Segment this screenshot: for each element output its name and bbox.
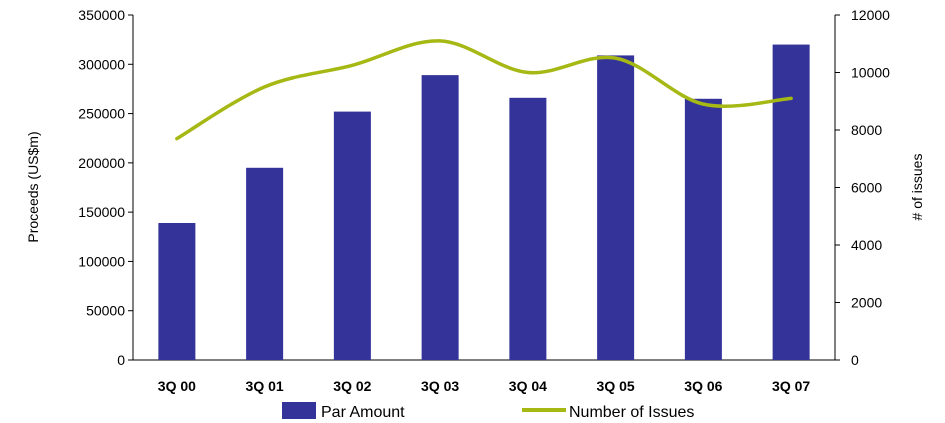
legend: Par Amount Number of Issues (282, 402, 694, 421)
bar-par-amount (246, 167, 284, 360)
y-tick-label-right: 10000 (851, 65, 890, 81)
x-category-label: 3Q 04 (509, 378, 547, 394)
y-tick-label-right: 0 (851, 352, 859, 368)
x-category-label: 3Q 07 (772, 378, 810, 394)
y-tick-label-left: 100000 (78, 253, 125, 269)
line-series (175, 39, 793, 141)
x-category-label: 3Q 05 (597, 378, 635, 394)
legend-swatch-par-amount (282, 402, 316, 419)
y-tick-label-left: 50000 (86, 303, 125, 319)
bar-par-amount (509, 97, 547, 361)
x-category-label: 3Q 06 (684, 378, 722, 394)
y-tick-label-left: 350000 (78, 7, 125, 23)
bar-series (158, 44, 810, 361)
legend-label-number-of-issues: Number of Issues (569, 404, 694, 421)
bar-par-amount (772, 44, 810, 360)
y-tick-label-left: 0 (117, 352, 125, 368)
right-axis: 0 2000 4000 6000 8000 10000 12000 (834, 7, 890, 368)
y-tick-label-right: 12000 (851, 7, 890, 23)
x-category-label: 3Q 02 (333, 378, 371, 394)
y-tick-label-left: 300000 (78, 56, 125, 72)
y-tick-label-right: 6000 (851, 180, 882, 196)
y-tick-label-right: 8000 (851, 122, 882, 138)
category-labels: 3Q 00 3Q 01 3Q 02 3Q 03 3Q 04 3Q 05 3Q 06 3Q 07 (158, 378, 811, 394)
line-number-of-issues (175, 39, 793, 141)
bar-par-amount (597, 55, 635, 361)
bar-par-amount (333, 111, 371, 360)
bar-par-amount (158, 222, 196, 360)
y-axis-right-title: # of issues (909, 154, 925, 221)
x-category-label: 3Q 00 (158, 378, 196, 394)
x-category-label: 3Q 01 (246, 378, 284, 394)
x-category-label: 3Q 03 (421, 378, 459, 394)
y-tick-label-left: 150000 (78, 204, 125, 220)
bar-par-amount (684, 98, 722, 361)
bar-par-amount (421, 75, 459, 360)
y-tick-label-right: 2000 (851, 295, 882, 311)
legend-label-par-amount: Par Amount (321, 404, 405, 421)
y-tick-label-left: 250000 (78, 106, 125, 122)
y-tick-label-right: 4000 (851, 237, 882, 253)
y-axis-left-title: Proceeds (US$m) (25, 131, 41, 242)
y-tick-label-left: 200000 (78, 155, 125, 171)
